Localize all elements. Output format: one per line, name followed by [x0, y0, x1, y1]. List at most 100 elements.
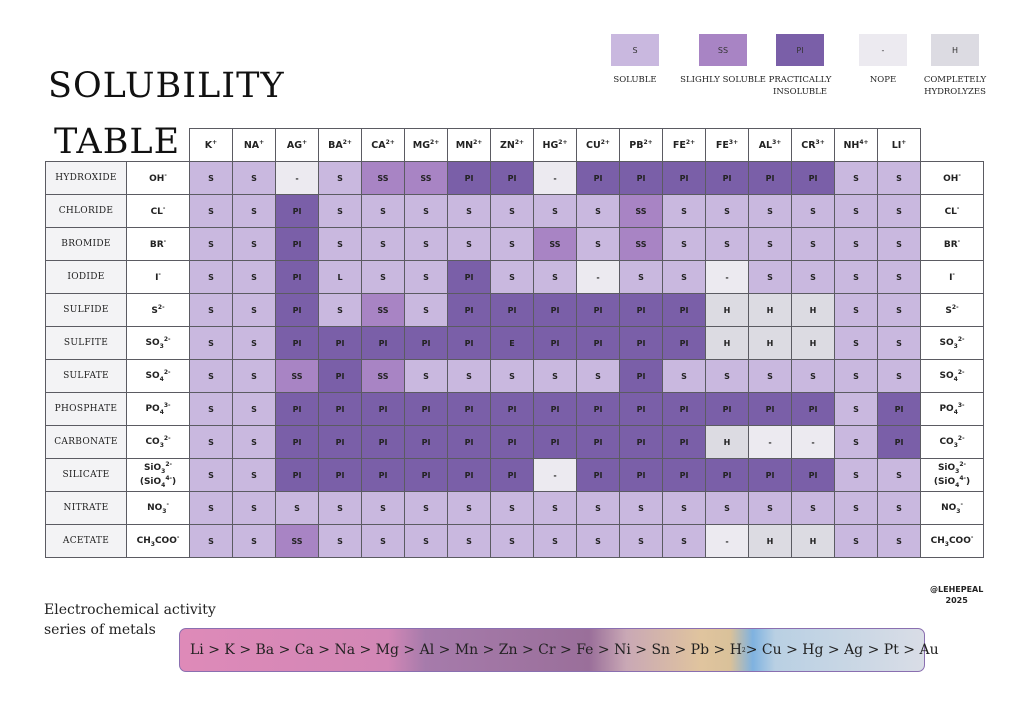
legend-swatch: S — [611, 34, 659, 66]
solubility-cell: PI — [619, 161, 663, 195]
solubility-cell: S — [447, 524, 491, 558]
legend: S SOLUBLE SS SLIGHLY SOLUBLE PI PRACTICALLY I… — [590, 34, 990, 104]
solubility-cell: PI — [404, 326, 448, 360]
series-label-line-2: series of metals — [44, 622, 156, 638]
solubility-cell: PI — [275, 425, 319, 459]
solubility-cell: S — [189, 161, 233, 195]
anion-formula: SiO32-(SiO44-) — [126, 458, 190, 492]
solubility-cell: S — [361, 260, 405, 294]
solubility-cell: S — [189, 392, 233, 426]
solubility-cell: S — [189, 491, 233, 525]
solubility-cell: S — [318, 227, 362, 261]
table-row: CHLORIDE CL- S S PI S S S S S S S SS S S S S S S CL- — [45, 194, 984, 228]
anion-formula-right: PO43- — [920, 392, 984, 426]
solubility-cell: PI — [490, 161, 534, 195]
solubility-cell: PI — [318, 326, 362, 360]
solubility-cell: S — [232, 425, 276, 459]
solubility-cell: PI — [318, 359, 362, 393]
solubility-cell: S — [361, 227, 405, 261]
anion-name: SULFIDE — [45, 293, 127, 327]
legend-label: COMPLETELY HYDROLYZES — [923, 75, 987, 97]
anion-formula: SO42- — [126, 359, 190, 393]
solubility-cell: S — [748, 260, 792, 294]
cation-header: CR3+ — [791, 128, 835, 162]
solubility-cell: S — [619, 491, 663, 525]
anion-formula-right: CH3COO- — [920, 524, 984, 558]
solubility-cell: S — [834, 161, 878, 195]
solubility-cell: PI — [662, 392, 706, 426]
solubility-cell: S — [404, 524, 448, 558]
solubility-cell: PI — [490, 392, 534, 426]
cation-header: BA2+ — [318, 128, 362, 162]
solubility-cell: S — [533, 359, 577, 393]
solubility-cell: S — [189, 227, 233, 261]
solubility-cell: PI — [533, 425, 577, 459]
solubility-cell: PI — [490, 458, 534, 492]
solubility-cell: S — [834, 293, 878, 327]
legend-label: SOLUBLE — [613, 75, 657, 85]
activity-series-bar: Li > K > Ba > Ca > Na > Mg > Al > Mn > Z… — [179, 628, 939, 672]
solubility-cell: PI — [619, 293, 663, 327]
solubility-cell: PI — [662, 326, 706, 360]
solubility-cell: S — [662, 227, 706, 261]
solubility-cell: - — [705, 260, 749, 294]
solubility-cell: - — [748, 425, 792, 459]
solubility-cell: PI — [705, 458, 749, 492]
legend-swatch: - — [859, 34, 907, 66]
anion-formula-right: SO32- — [920, 326, 984, 360]
solubility-cell: S — [189, 458, 233, 492]
solubility-cell: PI — [791, 161, 835, 195]
anion-formula: BR- — [126, 227, 190, 261]
solubility-cell: PI — [275, 293, 319, 327]
table-row: CARBONATE CO32- S S PI PI PI PI PI PI PI PI PI PI H - - S… — [45, 425, 984, 459]
table-row: SULFITE SO32- S S PI PI PI PI PI E PI PI PI PI H H H S S SO… — [45, 326, 984, 360]
cation-header: CU2+ — [576, 128, 620, 162]
solubility-cell: S — [404, 194, 448, 228]
solubility-cell: PI — [576, 458, 620, 492]
solubility-cell: S — [533, 260, 577, 294]
solubility-cell: S — [232, 392, 276, 426]
solubility-cell: S — [447, 359, 491, 393]
solubility-cell: PI — [275, 392, 319, 426]
solubility-cell: S — [404, 227, 448, 261]
solubility-cell: S — [662, 524, 706, 558]
solubility-cell: PI — [447, 458, 491, 492]
solubility-cell: S — [834, 260, 878, 294]
solubility-cell: PI — [447, 293, 491, 327]
solubility-cell: S — [877, 524, 921, 558]
solubility-cell: S — [748, 491, 792, 525]
cation-header: AL3+ — [748, 128, 792, 162]
solubility-cell: S — [877, 326, 921, 360]
solubility-cell: S — [576, 524, 620, 558]
solubility-cell: PI — [748, 458, 792, 492]
solubility-cell: SS — [275, 359, 319, 393]
solubility-cell: S — [705, 227, 749, 261]
solubility-cell: - — [576, 260, 620, 294]
solubility-cell: PI — [619, 326, 663, 360]
legend-swatch: SS — [699, 34, 747, 66]
solubility-cell: PI — [318, 392, 362, 426]
solubility-cell: PI — [275, 326, 319, 360]
title-line-1: SOLUBILITY — [48, 66, 285, 106]
cation-header: ZN2+ — [490, 128, 534, 162]
solubility-cell: PI — [490, 293, 534, 327]
solubility-cell: S — [748, 227, 792, 261]
solubility-cell: S — [533, 524, 577, 558]
solubility-cell: PI — [791, 458, 835, 492]
solubility-cell: S — [490, 524, 534, 558]
solubility-cell: S — [662, 359, 706, 393]
credit-handle: @LEHEPEAL — [930, 585, 984, 594]
solubility-cell: PI — [275, 458, 319, 492]
solubility-cell: S — [189, 524, 233, 558]
solubility-cell: S — [705, 359, 749, 393]
anion-formula: OH- — [126, 161, 190, 195]
solubility-cell: S — [662, 194, 706, 228]
solubility-cell: PI — [619, 392, 663, 426]
cation-header: MN2+ — [447, 128, 491, 162]
solubility-cell: PI — [748, 161, 792, 195]
solubility-cell: SS — [533, 227, 577, 261]
solubility-cell: H — [791, 524, 835, 558]
solubility-cell: S — [877, 491, 921, 525]
solubility-cell: - — [275, 161, 319, 195]
solubility-cell: S — [533, 491, 577, 525]
